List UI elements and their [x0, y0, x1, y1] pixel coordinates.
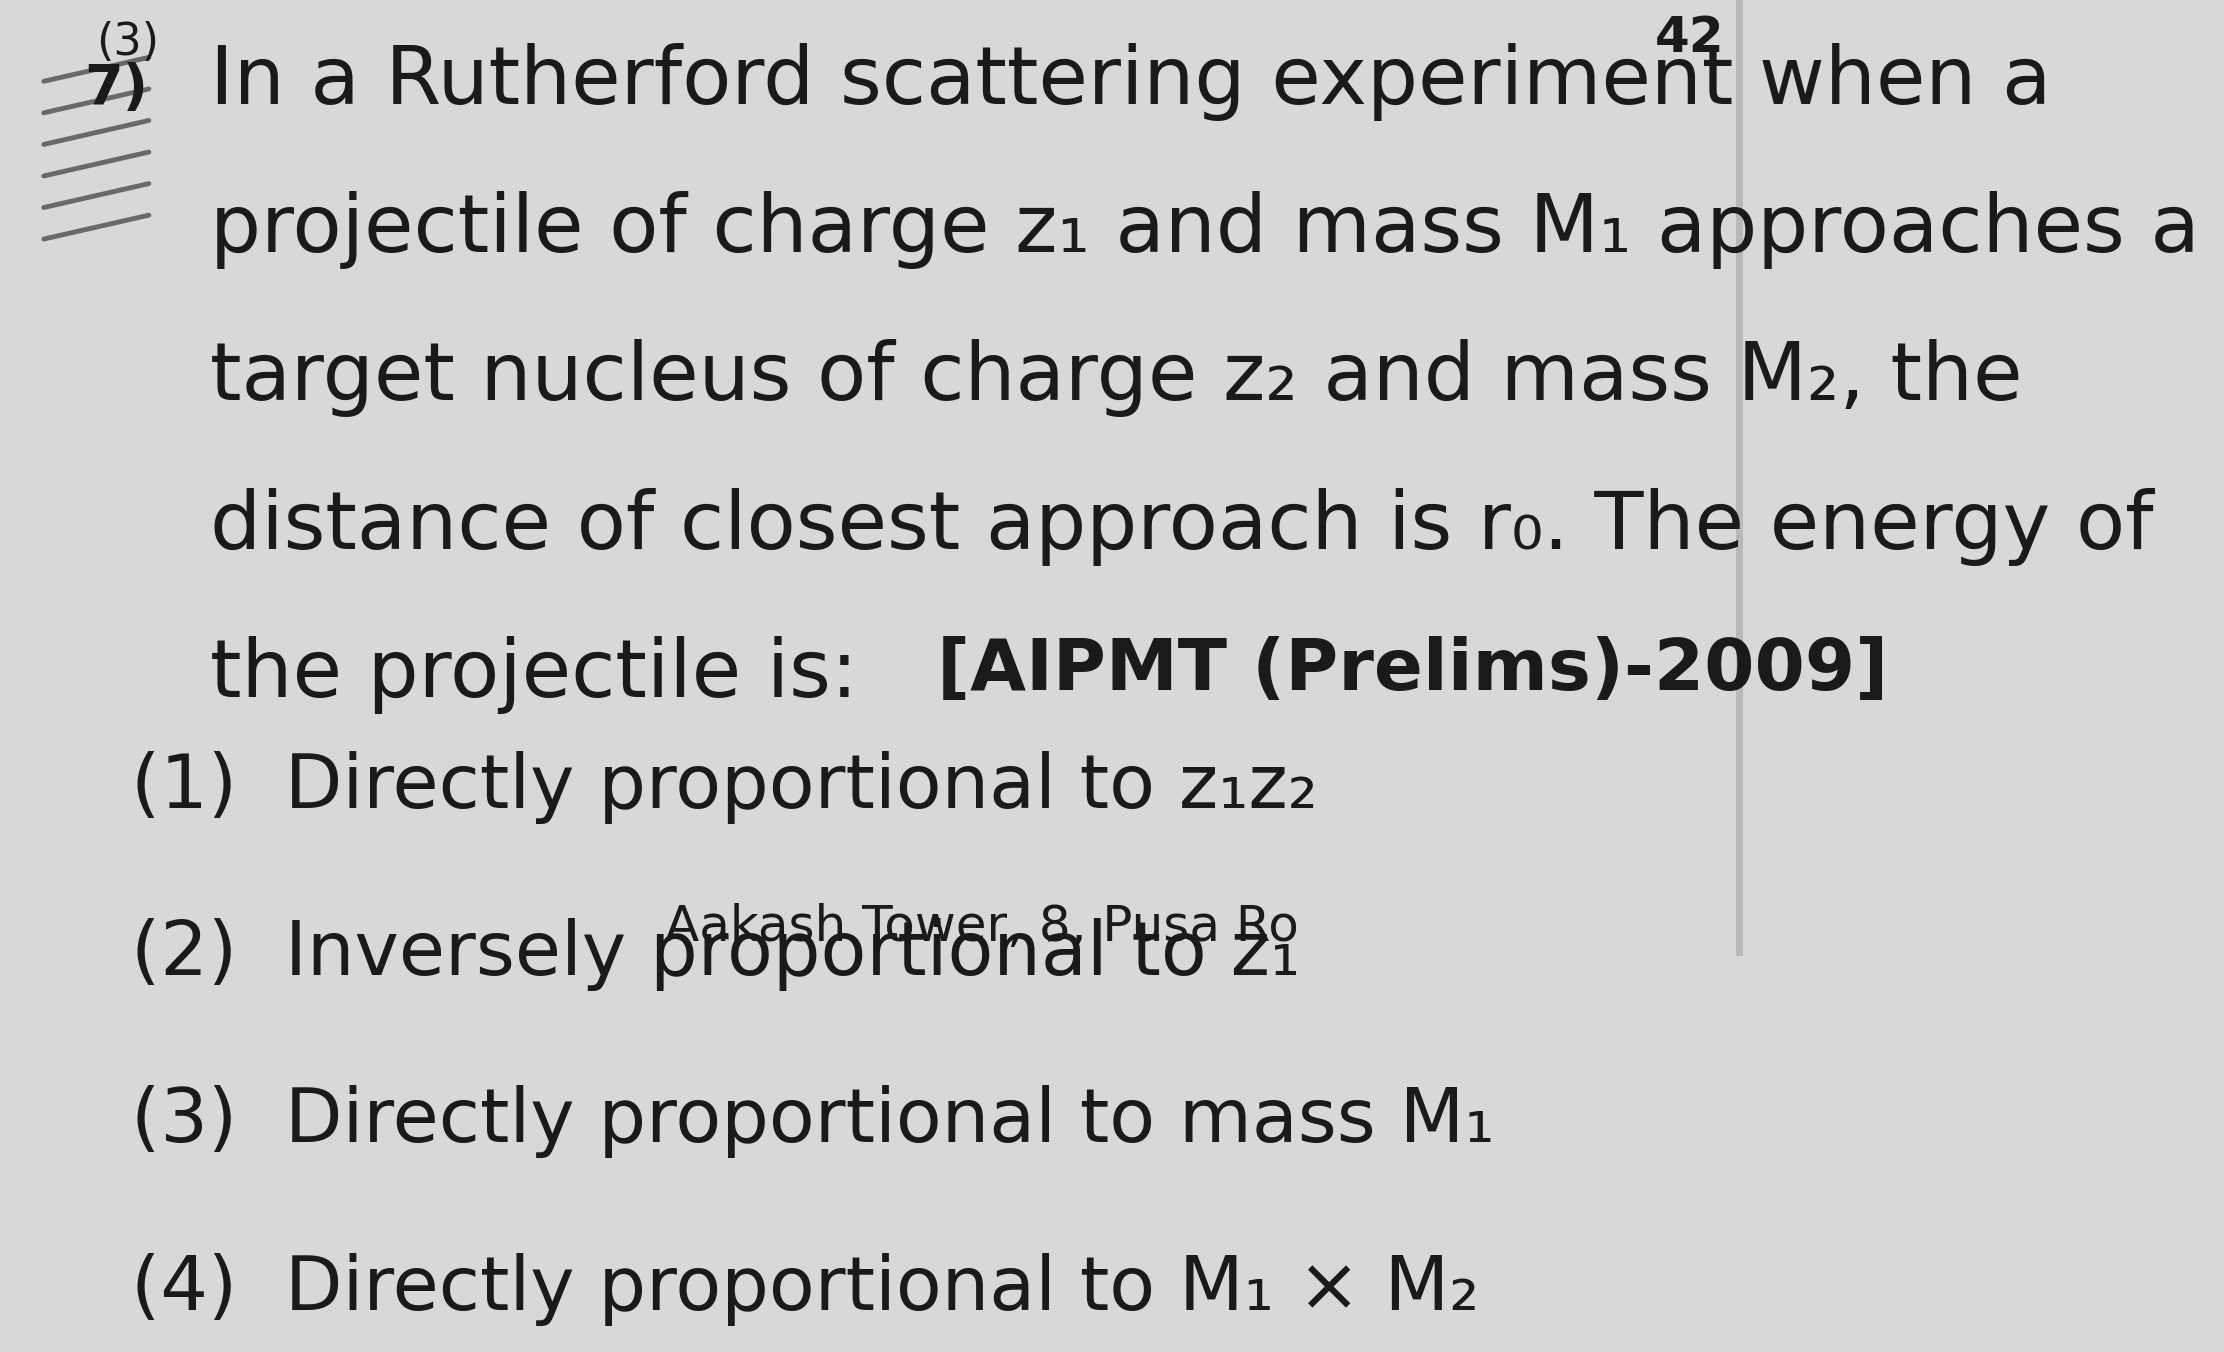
Text: (1)  Directly proportional to z₁z₂: (1) Directly proportional to z₁z₂ [131, 750, 1319, 823]
Text: target nucleus of charge z₂ and mass M₂, the: target nucleus of charge z₂ and mass M₂,… [209, 339, 2022, 418]
Text: In a Rutherford scattering experiment when a: In a Rutherford scattering experiment wh… [209, 43, 2051, 122]
Text: (2)  Inversely proportional to z₁: (2) Inversely proportional to z₁ [131, 918, 1301, 991]
Text: (4)  Directly proportional to M₁ × M₂: (4) Directly proportional to M₁ × M₂ [131, 1253, 1479, 1326]
Text: projectile of charge z₁ and mass M₁ approaches a: projectile of charge z₁ and mass M₁ appr… [209, 191, 2200, 269]
Text: (3): (3) [96, 22, 160, 64]
Text: (3)  Directly proportional to mass M₁: (3) Directly proportional to mass M₁ [131, 1086, 1495, 1159]
Text: 7): 7) [85, 62, 149, 116]
Text: the projectile is:: the projectile is: [209, 635, 858, 714]
Text: Aakash Tower, 8, Pusa Ro: Aakash Tower, 8, Pusa Ro [665, 903, 1299, 952]
Text: [AIPMT (Prelims)-2009]: [AIPMT (Prelims)-2009] [936, 635, 1888, 704]
Text: 42: 42 [1655, 15, 1726, 62]
Text: distance of closest approach is r₀. The energy of: distance of closest approach is r₀. The … [209, 488, 2153, 565]
